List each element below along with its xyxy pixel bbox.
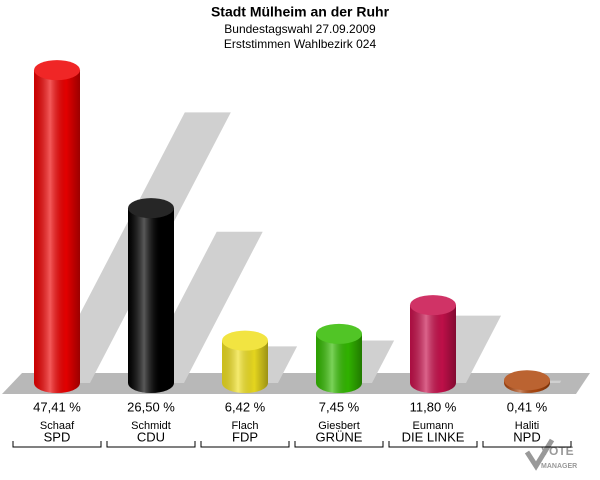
bar-top-shine — [504, 370, 550, 391]
bar-top — [222, 330, 268, 351]
bracket — [294, 441, 384, 448]
candidate-label: Haliti — [515, 420, 539, 432]
candidate-label: Schmidt — [131, 420, 171, 432]
chart-subtitle: Bundestagswahl 27.09.2009 — [224, 22, 376, 36]
bar-top-shine — [34, 60, 80, 81]
bracket — [106, 441, 196, 448]
bracket — [200, 441, 290, 448]
bar-top — [316, 323, 362, 344]
value-label: 0,41 % — [507, 399, 548, 414]
bar-shine — [128, 208, 174, 393]
value-label: 11,80 % — [410, 399, 457, 414]
bar-shine — [316, 333, 362, 393]
logo-text: MANAGER — [541, 463, 577, 470]
bar-shine — [222, 340, 268, 393]
logo: VOTE MANAGER — [524, 438, 577, 471]
bracket — [12, 441, 102, 448]
bar-top — [410, 295, 456, 316]
bar-shine — [34, 70, 80, 394]
bar-top — [34, 60, 80, 81]
candidate-label: Eumann — [413, 420, 454, 432]
chart-title: Stadt Mülheim an der Ruhr — [211, 4, 390, 20]
category-label: DIE LINKE — [402, 429, 465, 444]
bracket — [482, 441, 572, 448]
chart-subtitle: Erststimmen Wahlbezirk 024 — [224, 37, 377, 51]
bar-top-shine — [316, 323, 362, 344]
category-label: CDU — [137, 429, 165, 444]
logo-check — [524, 438, 555, 471]
bar-top-shine — [410, 295, 456, 316]
category-label: FDP — [232, 429, 258, 444]
bar-top — [128, 198, 174, 219]
category-label: NPD — [513, 429, 540, 444]
value-label: 7,45 % — [319, 399, 360, 414]
candidate-label: Schaaf — [40, 420, 75, 432]
value-label: 26,50 % — [127, 399, 175, 414]
bar-shine — [410, 305, 456, 393]
value-label: 6,42 % — [225, 399, 266, 414]
candidate-label: Flach — [232, 420, 259, 432]
bar-top-shine — [222, 330, 268, 351]
value-label: 47,41 % — [33, 399, 81, 414]
candidate-label: Giesbert — [318, 420, 360, 432]
bar-top — [504, 370, 550, 391]
logo-text: VOTE — [541, 444, 574, 458]
bracket — [388, 441, 478, 448]
category-label: GRÜNE — [316, 429, 363, 444]
category-label: SPD — [44, 429, 71, 444]
bar-top-shine — [128, 198, 174, 219]
